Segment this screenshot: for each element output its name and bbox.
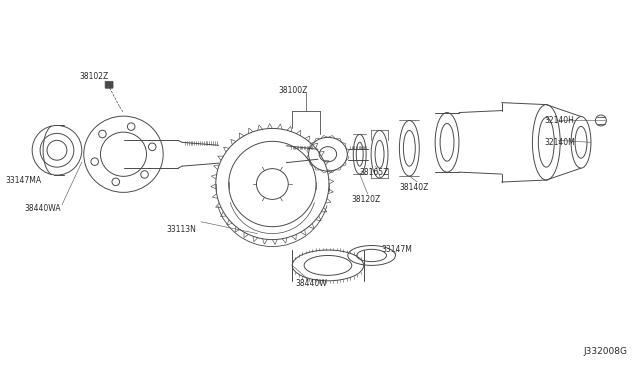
Text: J332008G: J332008G — [584, 347, 628, 356]
Text: 32140M: 32140M — [544, 138, 575, 147]
Text: 38440W: 38440W — [295, 279, 327, 288]
Text: 33113N: 33113N — [166, 225, 196, 234]
Text: 38100Z: 38100Z — [278, 86, 308, 95]
Text: 32140H: 32140H — [544, 116, 574, 125]
Text: 38165Z: 38165Z — [360, 168, 389, 177]
Text: 33147M: 33147M — [381, 245, 412, 254]
Text: 38120Z: 38120Z — [352, 195, 381, 204]
Text: 33147MA: 33147MA — [5, 176, 42, 185]
FancyBboxPatch shape — [105, 81, 113, 88]
Text: 38102Z: 38102Z — [80, 72, 109, 81]
Text: 38440WA: 38440WA — [24, 204, 61, 213]
Text: 38140Z: 38140Z — [399, 183, 429, 192]
